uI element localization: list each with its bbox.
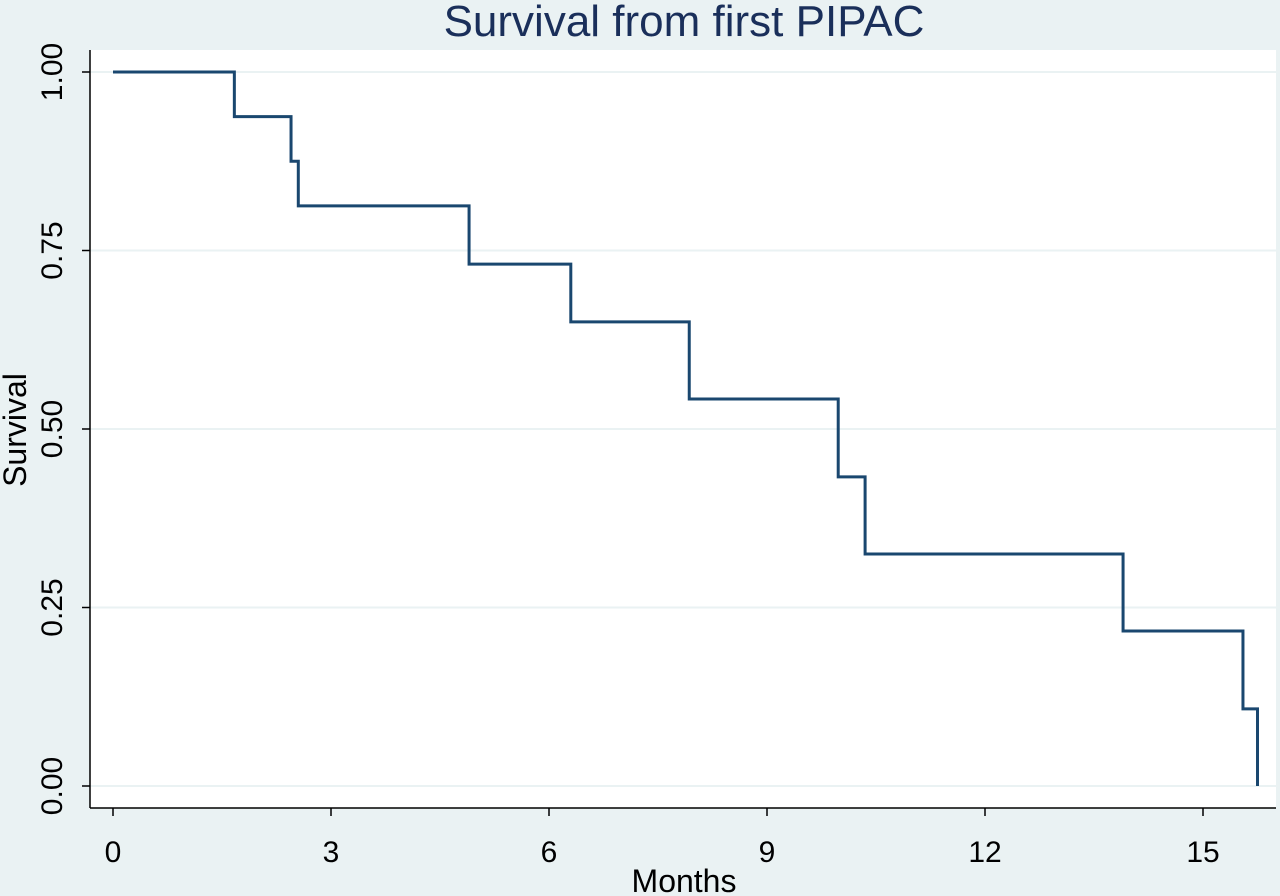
x-tick-label: 3 — [323, 836, 340, 869]
x-ticks: 0 3 6 9 12 15 — [105, 808, 1220, 869]
y-tick-label: 0.75 — [36, 221, 69, 279]
grid-lines — [90, 71, 1276, 787]
chart-title: Survival from first PIPAC — [444, 0, 925, 46]
x-tick-label: 15 — [1186, 836, 1219, 869]
y-tick-label: 0.25 — [36, 578, 69, 636]
x-axis-title: Months — [632, 863, 737, 896]
x-tick-label: 0 — [105, 836, 122, 869]
y-tick-label: 0.50 — [36, 400, 69, 458]
y-tick-label: 1.00 — [36, 43, 69, 101]
y-tick-label: 0.00 — [36, 757, 69, 815]
y-ticks: 0.00 0.25 0.50 0.75 1.00 — [36, 43, 90, 815]
x-tick-label: 6 — [541, 836, 558, 869]
x-tick-label: 12 — [968, 836, 1001, 869]
x-tick-label: 9 — [759, 836, 776, 869]
y-axis-title: Survival — [0, 373, 33, 487]
survival-step-line — [113, 70, 1259, 786]
